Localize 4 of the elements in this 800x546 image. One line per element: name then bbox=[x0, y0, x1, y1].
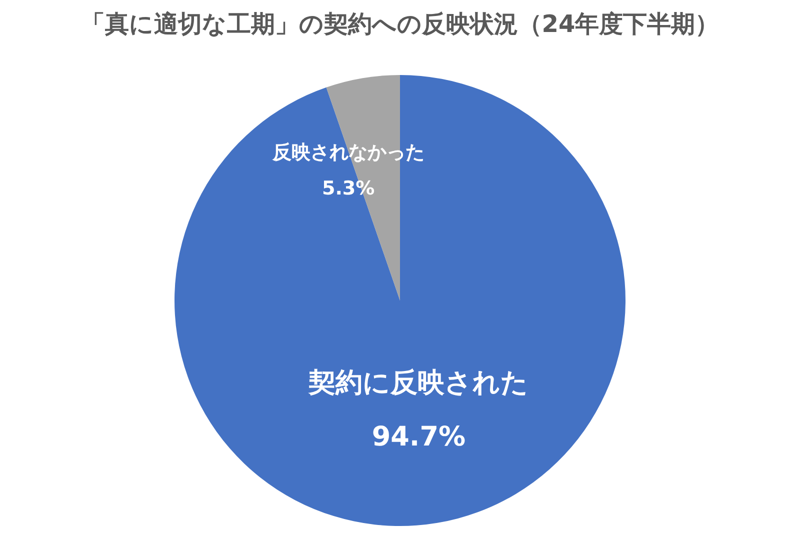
data-label: 94.7% bbox=[372, 422, 466, 453]
slice-label: 契約に反映された bbox=[308, 368, 529, 399]
data-label: 5.3% bbox=[322, 177, 375, 200]
chart-title: 「真に適切な工期」の契約への反映状況（24年度下半期） bbox=[80, 9, 720, 40]
